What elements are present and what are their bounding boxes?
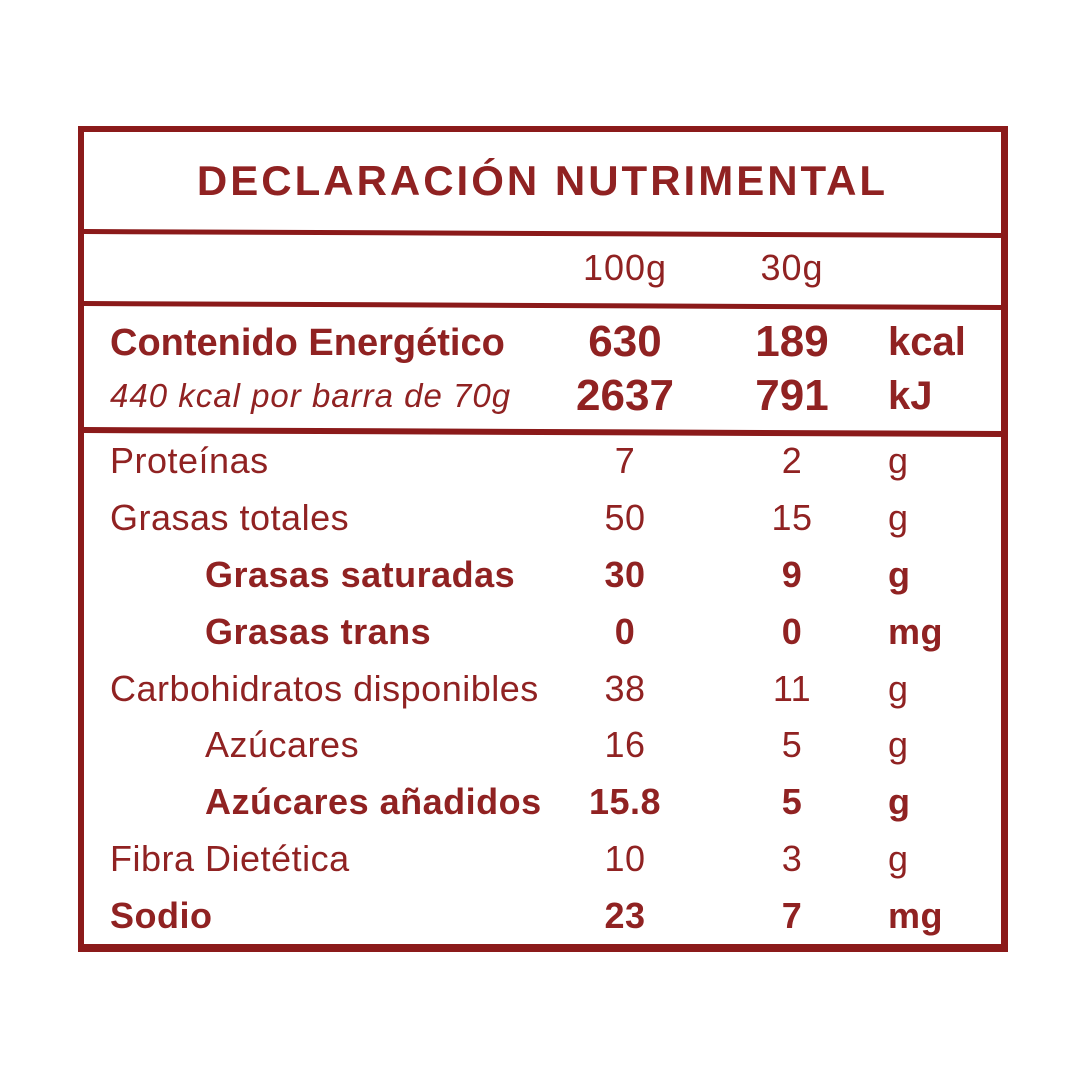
nutrient-row-proteinas: Proteínas 7 2 g <box>84 433 1001 490</box>
energy-kj-30g: 791 <box>755 370 829 420</box>
energy-kcal-30g: 189 <box>755 316 829 366</box>
nutrient-row-carbohidratos: Carbohidratos disponibles 38 11 g <box>84 660 1001 717</box>
value-30g: 9 <box>781 553 803 595</box>
energy-kj-100g: 2637 <box>576 370 674 420</box>
nutrient-row-fibra: Fibra Dietética 10 3 g <box>84 830 1001 887</box>
nutrient-row-grasas-trans: Grasas trans 0 0 mg <box>84 603 1001 660</box>
energy-kcal-100g: 630 <box>588 316 662 366</box>
column-header-row: 100g 30g <box>84 234 1001 301</box>
value-100g: 38 <box>604 667 646 709</box>
column-header-30g: 30g <box>760 246 824 288</box>
nutrition-table: DECLARACIÓN NUTRIMENTAL 100g 30g Conteni… <box>78 126 1008 952</box>
unit-label: mg <box>888 610 943 652</box>
nutrient-row-sodio: Sodio 23 7 mg <box>84 887 1001 944</box>
unit-label: mg <box>888 894 943 936</box>
value-100g: 50 <box>604 497 646 539</box>
nutrient-label: Azúcares añadidos <box>205 781 542 823</box>
unit-label: g <box>888 497 909 539</box>
unit-label: g <box>888 781 911 823</box>
nutrient-label: Azúcares <box>205 724 360 766</box>
column-header-100g: 100g <box>582 246 668 288</box>
value-100g: 15.8 <box>588 781 662 823</box>
value-30g: 11 <box>772 667 812 709</box>
nutrient-row-azucares-anadidos: Azúcares añadidos 15.8 5 g <box>84 774 1001 831</box>
energy-units: kcal kJ <box>874 315 1001 423</box>
energy-kj-unit: kJ <box>888 373 933 418</box>
energy-values-100g: 630 2637 <box>540 315 710 423</box>
nutrient-row-grasas-saturadas: Grasas saturadas 30 9 g <box>84 547 1001 604</box>
energy-values-30g: 189 791 <box>710 315 874 423</box>
nutrient-label: Proteínas <box>110 440 269 482</box>
value-30g: 5 <box>781 781 803 823</box>
unit-label: g <box>888 724 909 766</box>
energy-subtitle: 440 kcal por barra de 70g <box>110 376 512 414</box>
value-100g: 23 <box>604 894 646 936</box>
title-section: DECLARACIÓN NUTRIMENTAL <box>84 132 1001 229</box>
unit-label: g <box>888 553 911 595</box>
value-30g: 2 <box>781 440 803 482</box>
value-30g: 15 <box>771 497 813 539</box>
value-30g: 3 <box>781 837 803 879</box>
energy-section: Contenido Energético 440 kcal por barra … <box>84 306 1001 427</box>
nutrient-label: Grasas saturadas <box>205 553 516 595</box>
nutrient-label: Carbohidratos disponibles <box>110 667 539 709</box>
value-100g: 16 <box>604 724 646 766</box>
value-30g: 7 <box>781 894 803 936</box>
value-100g: 7 <box>614 440 636 482</box>
page-title: DECLARACIÓN NUTRIMENTAL <box>196 156 889 204</box>
nutrient-label: Fibra Dietética <box>110 837 350 879</box>
value-100g: 0 <box>614 610 636 652</box>
nutrient-row-grasas-totales: Grasas totales 50 15 g <box>84 490 1001 547</box>
nutrient-label: Grasas trans <box>205 610 432 652</box>
value-100g: 10 <box>604 837 646 879</box>
value-30g: 5 <box>781 724 803 766</box>
unit-label: g <box>888 837 909 879</box>
unit-label: g <box>888 440 909 482</box>
unit-label: g <box>888 667 909 709</box>
nutrient-label: Sodio <box>110 894 213 936</box>
energy-label: Contenido Energético <box>110 321 505 364</box>
value-100g: 30 <box>604 553 646 595</box>
value-30g: 0 <box>781 610 803 652</box>
energy-label-block: Contenido Energético 440 kcal por barra … <box>84 316 540 422</box>
nutrient-row-azucares: Azúcares 16 5 g <box>84 717 1001 774</box>
nutrient-label: Grasas totales <box>110 497 350 539</box>
nutrient-rows: Proteínas 7 2 g Grasas totales 50 15 g G… <box>84 433 1001 944</box>
energy-kcal-unit: kcal <box>888 319 966 364</box>
